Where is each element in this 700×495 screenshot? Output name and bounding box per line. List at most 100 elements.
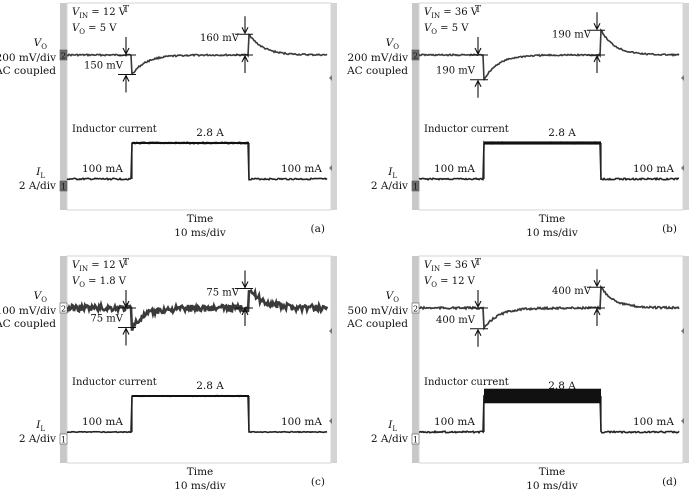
overshoot-label: 75 mV xyxy=(206,288,239,299)
ch2-offset-marker xyxy=(681,165,684,171)
undershoot-arrow-up xyxy=(474,328,482,347)
ch1-marker-box xyxy=(411,49,420,61)
low-current-left-label: 100 mA xyxy=(82,163,123,175)
scope-screen xyxy=(418,255,684,464)
trigger-marker: T xyxy=(475,5,481,15)
trigger-marker: T xyxy=(123,5,129,15)
ch2-name: IL xyxy=(35,419,45,433)
ch1-name: VO xyxy=(386,290,400,304)
overshoot-arrow-up xyxy=(593,307,601,326)
vo-trace xyxy=(418,28,680,81)
ch1-offset-marker xyxy=(329,328,332,334)
ch1-marker-box xyxy=(59,302,68,314)
screen-right-bar xyxy=(683,3,689,210)
inductor-current-label: Inductor current xyxy=(72,377,157,388)
undershoot-arrow-up xyxy=(122,327,130,346)
screen-right-bar xyxy=(331,3,337,210)
ch1-scale: 200 mV/div xyxy=(0,52,56,64)
vin-label: VIN = 12 V xyxy=(72,7,127,20)
overshoot-arrow-down xyxy=(241,16,249,35)
vo-trace xyxy=(418,284,680,331)
overshoot-label: 400 mV xyxy=(552,286,592,297)
x-axis-label: Time xyxy=(187,213,214,225)
ch2-name: IL xyxy=(35,166,45,180)
low-current-left-label: 100 mA xyxy=(434,163,475,175)
ch1-name: VO xyxy=(34,37,48,51)
vo-trace xyxy=(66,33,328,76)
ch2-scale: 2 A/div xyxy=(19,180,56,192)
x-scale-label: 10 ms/div xyxy=(526,480,578,492)
screen-left-bar xyxy=(60,3,67,210)
ch1-offset-marker xyxy=(681,328,684,334)
undershoot-arrow-down xyxy=(122,290,130,309)
x-scale-label: 10 ms/div xyxy=(174,227,226,239)
vin-label: VIN = 36 V xyxy=(424,7,479,20)
undershoot-label: 75 mV xyxy=(90,314,123,325)
x-axis-label: Time xyxy=(539,466,566,478)
ch2-marker: 1 xyxy=(413,183,418,192)
ch1-marker: 2 xyxy=(413,52,418,61)
panel-label: (c) xyxy=(311,476,325,488)
undershoot-arrow-up xyxy=(474,79,482,98)
vin-label: VIN = 12 V xyxy=(72,260,127,273)
low-current-left-label: 100 mA xyxy=(82,416,123,428)
overshoot-arrow-down xyxy=(593,269,601,288)
undershoot-arrow-down xyxy=(474,290,482,309)
high-current-label: 2.8 A xyxy=(196,380,224,392)
ch2-offset-marker xyxy=(329,418,332,424)
ch2-marker: 1 xyxy=(413,436,418,445)
high-current-label: 2.8 A xyxy=(196,127,224,139)
ch1-scale: 100 mV/div xyxy=(0,305,56,317)
screen-left-bar xyxy=(412,3,419,210)
screen-right-bar xyxy=(331,256,337,463)
low-current-right-label: 100 mA xyxy=(633,416,674,428)
ch2-offset-marker xyxy=(681,418,684,424)
ch1-marker-box xyxy=(59,49,68,61)
ch2-scale: 2 A/div xyxy=(19,433,56,445)
overshoot-arrow-up xyxy=(241,307,249,326)
il-ripple-band xyxy=(484,141,601,145)
ch2-marker-box xyxy=(59,180,68,192)
ch2-name: IL xyxy=(387,166,397,180)
x-axis-label: Time xyxy=(187,466,214,478)
vin-label: VIN = 36 V xyxy=(424,260,479,273)
inductor-current-label: Inductor current xyxy=(424,377,509,388)
undershoot-arrow-down xyxy=(474,37,482,56)
overshoot-arrow-up xyxy=(241,54,249,73)
ch2-marker: 1 xyxy=(61,436,66,445)
overshoot-arrow-down xyxy=(241,270,249,289)
scope-screen xyxy=(66,2,332,211)
ch1-offset-marker xyxy=(329,75,332,81)
undershoot-arrow-up xyxy=(122,74,130,93)
il-ripple-band xyxy=(132,141,249,145)
x-scale-label: 10 ms/div xyxy=(526,227,578,239)
overshoot-arrow-up xyxy=(593,54,601,73)
ch1-marker: 2 xyxy=(413,305,418,314)
panel-label: (b) xyxy=(662,223,677,235)
screen-left-bar xyxy=(412,256,419,463)
ch1-marker: 2 xyxy=(61,52,66,61)
ch1-coupling: AC coupled xyxy=(0,65,56,77)
inductor-current-label: Inductor current xyxy=(424,124,509,135)
vo-trace xyxy=(65,286,329,332)
il-ripple-band xyxy=(132,395,249,397)
ch2-marker: 1 xyxy=(61,183,66,192)
overshoot-arrow-down xyxy=(593,12,601,31)
panel-label: (d) xyxy=(662,476,677,488)
ch1-marker-box xyxy=(411,302,420,314)
low-current-right-label: 100 mA xyxy=(281,416,322,428)
undershoot-label: 400 mV xyxy=(436,315,476,326)
low-current-right-label: 100 mA xyxy=(281,163,322,175)
scope-screen xyxy=(66,255,332,464)
high-current-label: 2.8 A xyxy=(548,380,576,392)
vo-legend: VO = 5 V xyxy=(424,23,469,36)
ch1-coupling: AC coupled xyxy=(0,318,56,330)
inductor-current-label: Inductor current xyxy=(72,124,157,135)
screen-right-bar xyxy=(683,256,689,463)
ch1-scale: 200 mV/div xyxy=(348,52,409,64)
